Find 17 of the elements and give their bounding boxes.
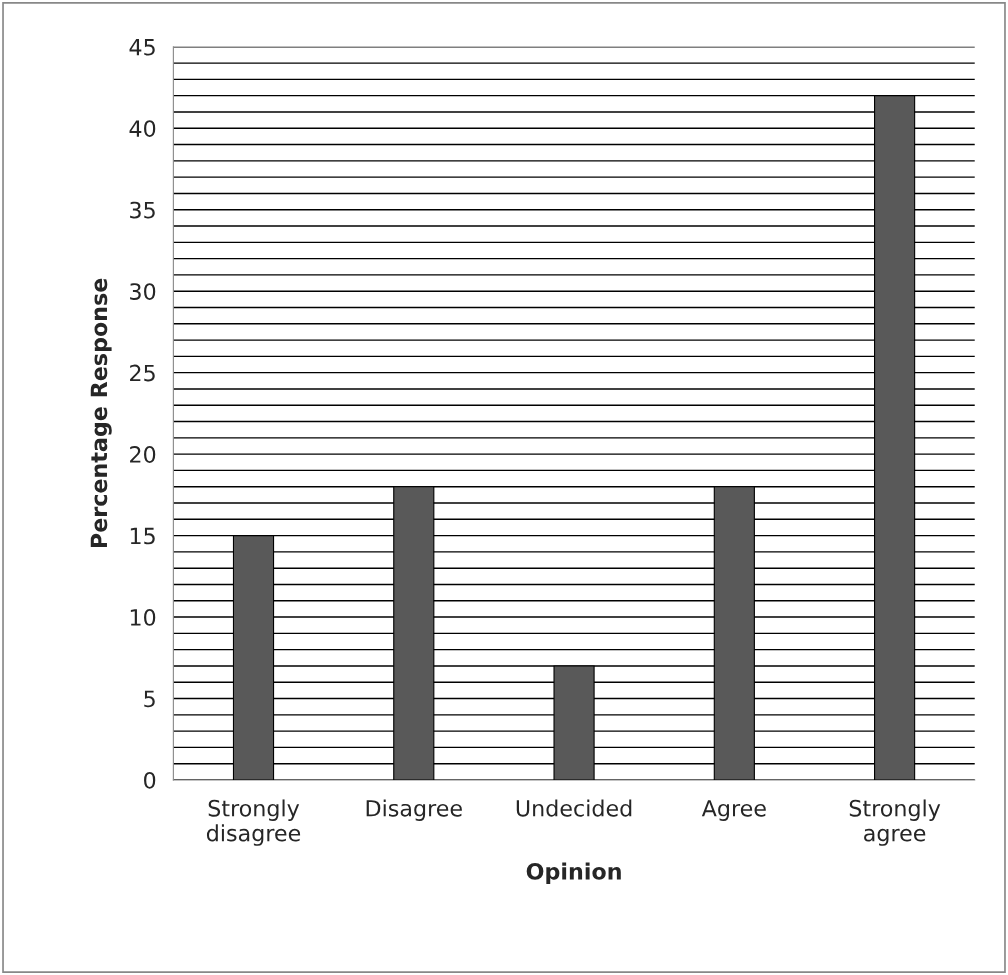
x-tick-label: Strongly disagree (206, 799, 301, 846)
x-tick-label: Strongly agree (849, 799, 941, 846)
y-tick-label: 35 (130, 201, 155, 219)
x-tick-label: Agree (701, 800, 766, 821)
y-tick-label: 30 (130, 283, 156, 300)
y-tick-label: 10 (130, 609, 156, 626)
y-tick-label: 15 (130, 527, 155, 545)
x-tick-label: Undecided (516, 799, 632, 817)
y-tick-label: 0 (144, 771, 156, 789)
y-axis-title: Percentage Response (90, 278, 112, 548)
x-axis-title: Opinion (526, 862, 621, 885)
y-tick-label: 5 (144, 690, 155, 708)
y-tick-label: 20 (130, 446, 156, 463)
y-tick-label: 25 (130, 364, 155, 382)
x-tick-label: Disagree (366, 799, 462, 821)
y-tick-label: 40 (129, 120, 156, 138)
y-tick-label: 45 (129, 39, 155, 56)
